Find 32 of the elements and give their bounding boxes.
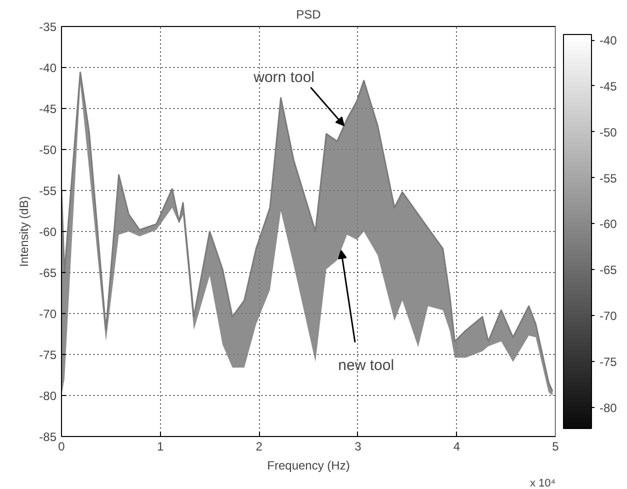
x-tick-label: 2: [256, 440, 263, 454]
y-tick-label: -75: [39, 348, 57, 362]
color-bar-label: -55: [600, 171, 618, 186]
x-tick-label: 0: [58, 440, 66, 454]
chart-title: PSD: [296, 8, 322, 22]
y-tick-label: -80: [39, 389, 57, 403]
x-tick-label: 1: [156, 440, 164, 454]
y-tick-label: -40: [39, 61, 57, 75]
color-bar-label: -45: [600, 79, 618, 94]
color-bar-label: -65: [600, 263, 618, 278]
y-tick-label: -65: [39, 266, 57, 280]
y-tick-label: -85: [39, 430, 57, 444]
annotation: worn tool: [252, 69, 315, 86]
x-tick-label: 4: [453, 440, 460, 454]
y-axis-title: Intensity (dB): [17, 196, 32, 267]
y-tick-label: -55: [39, 184, 57, 198]
y-tick-label: -60: [39, 225, 57, 239]
color-bar-label: -50: [600, 125, 618, 140]
x-tick-label: 5: [552, 440, 560, 454]
color-bar-label: -70: [600, 309, 618, 324]
annotation: new tool: [338, 356, 394, 374]
y-tick-label: -50: [39, 143, 57, 157]
x-tick-label: 3: [354, 440, 362, 454]
x-axis-title: Frequency (Hz): [267, 458, 350, 472]
color-bar-label: -40: [600, 34, 618, 48]
y-tick-label: -70: [39, 307, 57, 321]
color-bar-label: -60: [600, 217, 618, 232]
y-tick-label: -45: [39, 102, 57, 116]
color-bar-label: -75: [600, 354, 618, 369]
color-bar-label: -80: [600, 400, 618, 415]
y-tick-label: -35: [39, 20, 57, 34]
text: x 10⁴: [530, 478, 556, 489]
